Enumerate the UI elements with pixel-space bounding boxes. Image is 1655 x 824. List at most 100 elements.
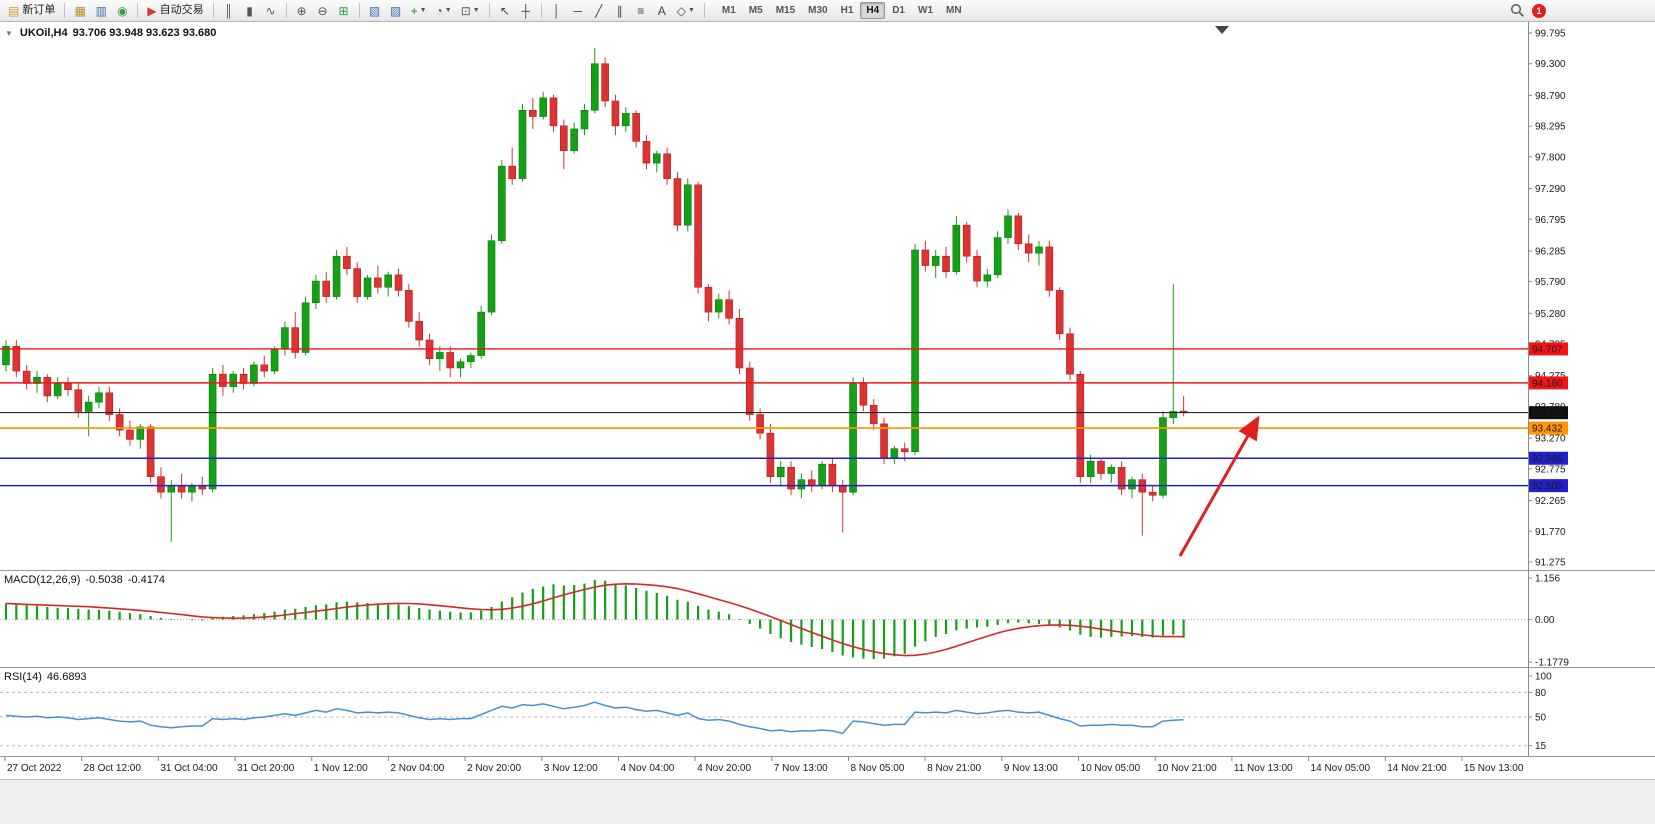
svg-text:92.265: 92.265 [1535, 496, 1566, 507]
toolbar-right-icons: 1 [1510, 3, 1546, 18]
autotrading-button-label: 自动交易 [159, 4, 204, 16]
horizontal-line-icon: ─ [573, 3, 582, 18]
toolbar-separator [703, 3, 705, 18]
new-order-button[interactable]: ▤ 新订单 [4, 2, 59, 20]
indicators-icon: ▧ [368, 3, 381, 18]
price-axis[interactable]: 99.795 99.300 98.790 98.295 97.800 97.290 96.7… [1528, 22, 1568, 756]
fibonacci-button[interactable]: ≡ [631, 2, 651, 20]
svg-text:14 Nov 05:00: 14 Nov 05:00 [1311, 763, 1371, 774]
svg-text:95.280: 95.280 [1535, 309, 1566, 320]
zoom-out-button[interactable]: ⊖ [313, 2, 333, 20]
text-button[interactable]: A [652, 2, 672, 20]
timeframe-m1[interactable]: M1 [721, 5, 736, 16]
svg-text:15 Nov 13:00: 15 Nov 13:00 [1464, 763, 1524, 774]
chart-shift-marker-icon[interactable] [1215, 26, 1229, 34]
horizontal-line-button[interactable]: ─ [568, 2, 588, 20]
new-chart-button[interactable]: ▦ [70, 2, 90, 20]
svg-text:14 Nov 21:00: 14 Nov 21:00 [1387, 763, 1447, 774]
timeframe-d1[interactable]: D1 [892, 5, 905, 16]
svg-text:10 Nov 21:00: 10 Nov 21:00 [1157, 763, 1217, 774]
cursor-button[interactable]: ↖ [495, 2, 515, 20]
svg-text:93.432: 93.432 [1532, 424, 1563, 435]
profiles-icon: ▥ [95, 3, 108, 18]
add-indicator-dropdown[interactable]: + ▼ [407, 2, 431, 20]
toolbar-separator [64, 3, 66, 18]
chart-canvas[interactable]: 99.795 99.300 98.790 98.295 97.800 97.290 96.7… [0, 22, 1655, 779]
new-chart-icon: ▦ [74, 3, 87, 18]
equidistant-channel-icon: ∥ [616, 3, 623, 18]
chevron-down-icon: ▼ [444, 7, 452, 14]
zoom-in-icon: ⊕ [296, 3, 307, 18]
text-icon: A [657, 3, 666, 18]
equidistant-channel-button[interactable]: ∥ [610, 2, 630, 20]
svg-text:0.00: 0.00 [1535, 615, 1555, 626]
trendline-icon: ╱ [595, 3, 603, 18]
timeframe-m15[interactable]: M15 [775, 5, 796, 16]
svg-text:96.795: 96.795 [1535, 215, 1566, 226]
line-chart-button[interactable]: ∿ [261, 2, 281, 20]
timeframe-w1[interactable]: W1 [918, 5, 933, 16]
chevron-down-icon: ▼ [472, 7, 480, 14]
timeframe-mn[interactable]: MN [946, 5, 962, 16]
metaeditor-button[interactable]: ◉ [112, 2, 132, 20]
toolbar-separator [540, 3, 542, 18]
indicator-windows-button[interactable]: ▨ [386, 2, 406, 20]
crosshair-button[interactable]: ┼ [516, 2, 536, 20]
notification-badge[interactable]: 1 [1532, 3, 1546, 18]
svg-text:100: 100 [1535, 672, 1552, 683]
chevron-down-icon: ▼ [687, 7, 695, 14]
svg-text:96.285: 96.285 [1535, 246, 1566, 257]
cursor-icon: ↖ [499, 3, 510, 18]
svg-text:31 Oct 20:00: 31 Oct 20:00 [237, 763, 295, 774]
trendline-button[interactable]: ╱ [589, 2, 609, 20]
svg-text:11 Nov 13:00: 11 Nov 13:00 [1234, 763, 1293, 774]
vertical-line-button[interactable]: │ [547, 2, 567, 20]
svg-text:92.775: 92.775 [1535, 464, 1566, 475]
window-bottom-band [0, 779, 1655, 824]
candles-layer [2, 48, 1188, 542]
svg-text:15: 15 [1535, 741, 1547, 752]
chart-window: ▼ UKOil,H4 93.706 93.948 93.623 93.680 M… [0, 22, 1655, 824]
metaeditor-icon: ◉ [117, 3, 128, 18]
level-lines-layer [0, 348, 1528, 487]
add-indicator-icon: + [410, 3, 418, 18]
svg-text:7 Nov 13:00: 7 Nov 13:00 [774, 763, 828, 774]
timeframe-m30[interactable]: M30 [808, 5, 828, 16]
indicators-button[interactable]: ▧ [365, 2, 385, 20]
svg-text:4 Nov 04:00: 4 Nov 04:00 [620, 763, 674, 774]
svg-text:1 Nov 12:00: 1 Nov 12:00 [314, 763, 368, 774]
svg-text:2 Nov 04:00: 2 Nov 04:00 [390, 763, 444, 774]
rsi-line [5, 701, 1184, 735]
trend-arrow[interactable] [1178, 415, 1260, 557]
svg-text:8 Nov 21:00: 8 Nov 21:00 [927, 763, 981, 774]
tile-windows-button[interactable]: ⊞ [334, 2, 354, 20]
svg-text:92.946: 92.946 [1532, 454, 1563, 465]
timeframe-m5[interactable]: M5 [748, 5, 763, 16]
svg-text:99.795: 99.795 [1535, 29, 1566, 40]
svg-text:94.707: 94.707 [1532, 344, 1563, 355]
autotrading-icon: ▶ [147, 3, 157, 18]
svg-text:-1.1779: -1.1779 [1535, 658, 1569, 669]
bar-chart-button[interactable]: ║ [219, 2, 239, 20]
toolbar-buttons: ▤ 新订单 ▦ ▥ ◉ ▶ 自动交易 ║ ▮ ∿ ⊕ ⊖ ⊞ ▧ ▨ + ▼ ◔ ▼ ⊡ ▼ ↖ ┼ │ ─ ╱ ∥ ≡ A ◇ ▼ [4, 2, 709, 20]
zoom-in-button[interactable]: ⊕ [292, 2, 312, 20]
svg-text:2 Nov 20:00: 2 Nov 20:00 [467, 763, 521, 774]
search-icon[interactable] [1510, 3, 1525, 18]
arrows-dropdown[interactable]: ◇ ▼ [673, 2, 699, 20]
periods-dropdown[interactable]: ◔ ▼ [432, 2, 456, 20]
toolbar-separator [137, 3, 139, 18]
new-order-button-label: 新订单 [22, 4, 56, 16]
svg-text:98.790: 98.790 [1535, 91, 1566, 102]
timeframe-h1[interactable]: H1 [840, 5, 854, 16]
autotrading-button[interactable]: ▶ 自动交易 [143, 2, 207, 20]
templates-dropdown[interactable]: ⊡ ▼ [457, 2, 484, 20]
timeframe-h4[interactable]: H4 [860, 2, 886, 19]
time-axis[interactable]: 27 Oct 2022 28 Oct 12:00 31 Oct 04:00 31 Oc… [4, 756, 1524, 774]
candlestick-button[interactable]: ▮ [240, 2, 260, 20]
candlestick-icon: ▮ [246, 3, 253, 18]
svg-text:99.300: 99.300 [1535, 59, 1566, 70]
toolbar-separator [358, 3, 360, 18]
svg-text:97.290: 97.290 [1535, 184, 1566, 195]
profiles-button[interactable]: ▥ [91, 2, 111, 20]
svg-text:94.160: 94.160 [1532, 378, 1563, 389]
